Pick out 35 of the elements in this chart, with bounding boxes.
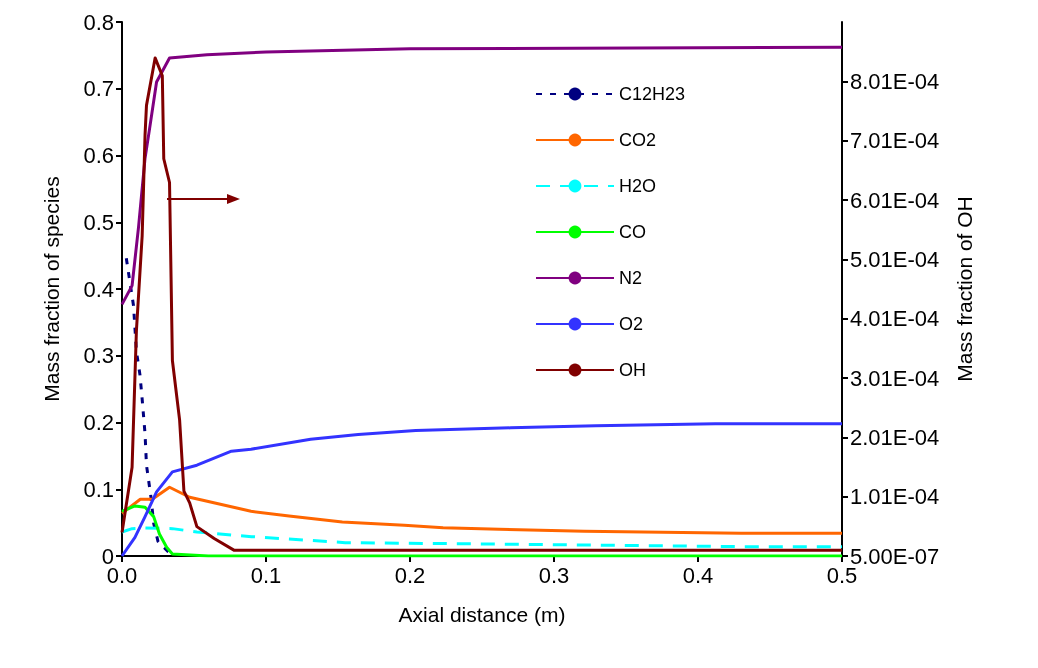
y-tick-label: 0.6 bbox=[83, 143, 114, 168]
x-axis-title: Axial distance (m) bbox=[398, 603, 566, 626]
legend-label: N2 bbox=[619, 268, 643, 288]
y2-tick-label: 4.01E-04 bbox=[850, 306, 940, 332]
x-tick-label: 0.3 bbox=[538, 562, 570, 588]
y2-tick-label: 1.01E-04 bbox=[850, 484, 940, 510]
y2-tick-label: 6.01E-04 bbox=[850, 187, 940, 213]
y2-tick-label: 3.01E-04 bbox=[850, 365, 940, 391]
y-tick-label: 0.3 bbox=[83, 343, 114, 369]
line-series bbox=[120, 56, 844, 552]
y-tick-label: 0.1 bbox=[83, 476, 114, 502]
y2-axis-title: Mass fraction of OH bbox=[953, 196, 976, 382]
legend-label: CO bbox=[619, 222, 646, 242]
y2-tick-label: 2.01E-04 bbox=[850, 424, 940, 450]
y-tick-label: 0.8 bbox=[83, 9, 114, 35]
x-tick-label: 0.4 bbox=[682, 562, 714, 588]
y-axis-title: Mass fraction of species bbox=[40, 176, 63, 402]
legend-label: H2O bbox=[619, 176, 657, 196]
y-tick-label: 0.5 bbox=[83, 209, 114, 235]
legend-label: OH bbox=[619, 360, 646, 380]
legend-label: O2 bbox=[619, 314, 644, 334]
line-series bbox=[120, 45, 844, 306]
y-tick-label: 0 bbox=[101, 543, 114, 569]
x-tick-label: 0.1 bbox=[250, 562, 282, 588]
y2-tick-label: 5.01E-04 bbox=[850, 246, 940, 272]
y-tick-label: 0.7 bbox=[83, 76, 114, 102]
y-tick-label: 0.4 bbox=[83, 276, 114, 302]
y2-tick-label: 8.01E-04 bbox=[850, 68, 940, 94]
line-series bbox=[120, 485, 844, 535]
y2-tick-label: 7.01E-04 bbox=[850, 128, 940, 154]
legend-label: CO2 bbox=[619, 130, 657, 150]
legend-label: C12H23 bbox=[619, 84, 686, 104]
x-tick-label: 0.2 bbox=[394, 562, 426, 588]
y-tick-label: 0.2 bbox=[83, 410, 114, 435]
y2-tick-label: 5.00E-07 bbox=[850, 543, 940, 569]
